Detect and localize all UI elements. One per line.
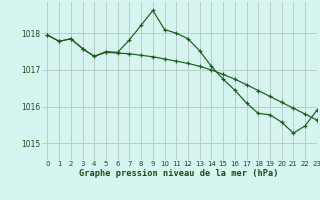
- X-axis label: Graphe pression niveau de la mer (hPa): Graphe pression niveau de la mer (hPa): [79, 169, 279, 178]
